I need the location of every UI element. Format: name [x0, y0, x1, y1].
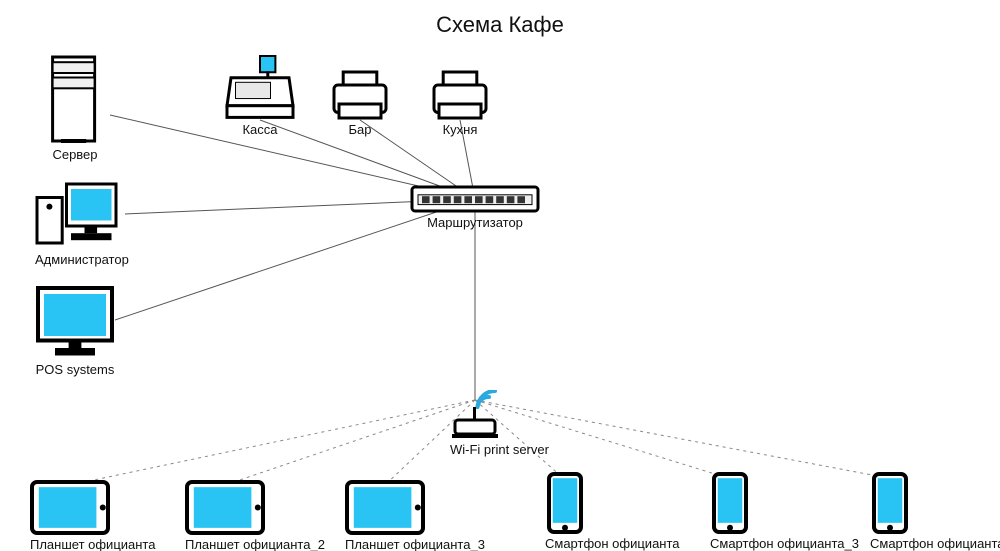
- node-ph1: Смартфон официанта: [545, 472, 585, 551]
- edge-wifi-tab1: [70, 400, 475, 485]
- phone-icon: [870, 472, 910, 534]
- node-label-ph1: Смартфон официанта: [545, 536, 585, 551]
- printer-icon: [330, 70, 390, 120]
- edge-wifi-tab2: [225, 400, 475, 485]
- node-kitchen: Кухня: [430, 70, 490, 137]
- node-label-admin: Администратор: [35, 252, 125, 267]
- node-label-router: Маршрутизатор: [410, 215, 540, 230]
- node-label-wifi: Wi-Fi print server: [450, 442, 500, 457]
- edge-wifi-ph2: [475, 400, 888, 478]
- node-label-kassa: Касса: [225, 122, 295, 137]
- node-label-ph2: Смартфон официанта_2: [870, 536, 910, 551]
- router-icon: [410, 185, 540, 213]
- printer-icon: [430, 70, 490, 120]
- node-ph3: Смартфон официанта_3: [710, 472, 750, 551]
- node-wifi: Wi-Fi print server: [450, 390, 500, 457]
- node-label-tab2: Планшет официанта_2: [185, 537, 265, 551]
- node-tab3: Планшет официанта_3: [345, 480, 425, 551]
- pc-icon: [35, 180, 125, 250]
- node-pos: POS systems: [35, 285, 115, 377]
- node-label-ph3: Смартфон официанта_3: [710, 536, 750, 551]
- edge-wifi-ph3: [475, 400, 728, 478]
- tablet-icon: [345, 480, 425, 535]
- node-kassa: Касса: [225, 55, 295, 137]
- tablet-icon: [185, 480, 265, 535]
- node-label-kitchen: Кухня: [430, 122, 490, 137]
- node-server: Сервер: [40, 55, 110, 162]
- tablet-icon: [30, 480, 110, 535]
- node-label-tab1: Планшет официанта: [30, 537, 110, 551]
- wifi-icon: [450, 390, 500, 440]
- node-router: Маршрутизатор: [410, 185, 540, 230]
- node-ph2: Смартфон официанта_2: [870, 472, 910, 551]
- diagram-title: Схема Кафе: [0, 12, 1000, 38]
- phone-icon: [545, 472, 585, 534]
- node-label-pos: POS systems: [35, 362, 115, 377]
- node-label-server: Сервер: [40, 147, 110, 162]
- phone-icon: [710, 472, 750, 534]
- node-label-tab3: Планшет официанта_3: [345, 537, 425, 551]
- monitor-icon: [35, 285, 115, 360]
- node-admin: Администратор: [35, 180, 125, 267]
- node-tab1: Планшет официанта: [30, 480, 110, 551]
- node-tab2: Планшет официанта_2: [185, 480, 265, 551]
- node-label-bar: Бар: [330, 122, 390, 137]
- server-icon: [40, 55, 110, 145]
- cashreg-icon: [225, 55, 295, 120]
- node-bar: Бар: [330, 70, 390, 137]
